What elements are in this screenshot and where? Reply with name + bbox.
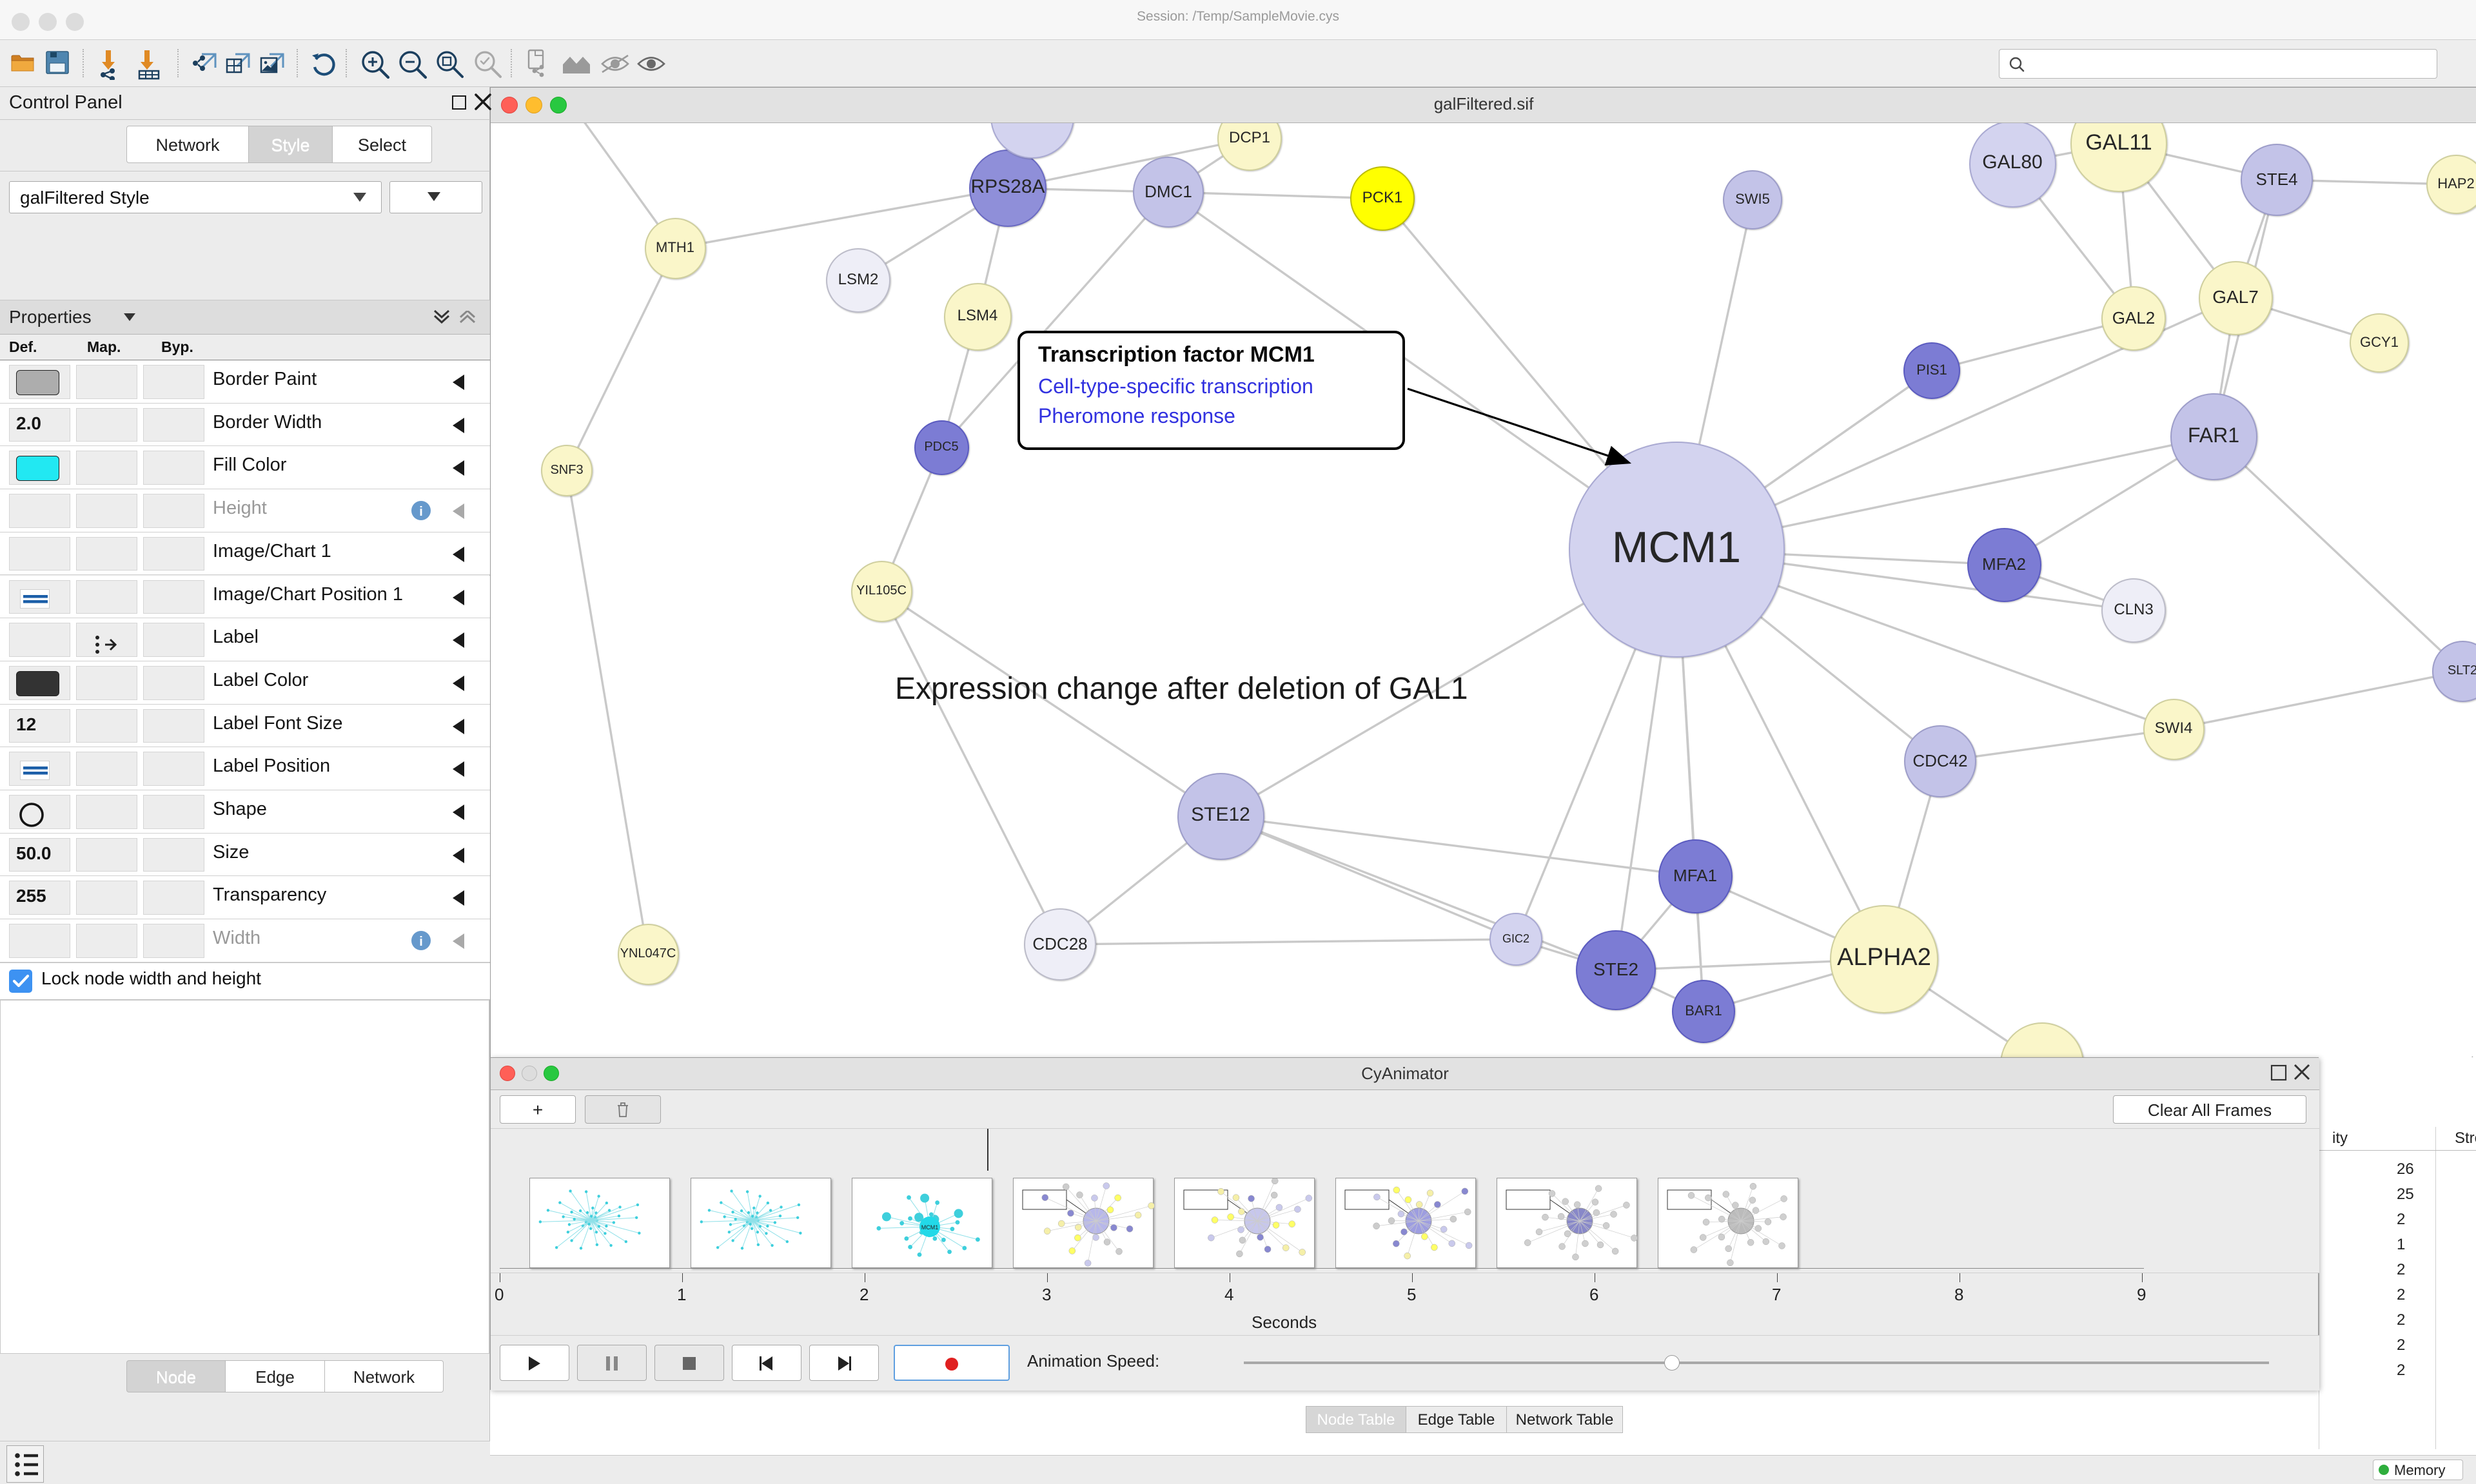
svg-text:i: i [419, 505, 423, 519]
svg-text:i: i [419, 935, 423, 949]
svg-text:MCM1: MCM1 [921, 1224, 939, 1231]
